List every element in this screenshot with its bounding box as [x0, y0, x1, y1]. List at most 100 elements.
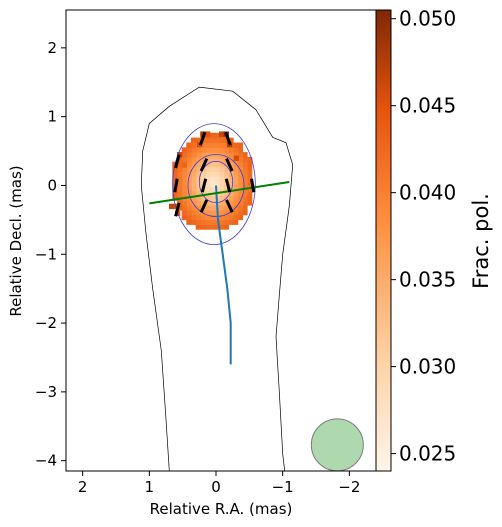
- frac-pol-pixel: [191, 190, 197, 196]
- frac-pol-pixel: [228, 152, 234, 158]
- frac-pol-pixel: [172, 171, 178, 177]
- frac-pol-pixel: [237, 176, 243, 182]
- evpa-segment: [198, 131, 207, 146]
- frac-pol-pixel: [195, 181, 201, 187]
- frac-pol-pixel: [200, 195, 206, 201]
- frac-pol-pixel: [219, 142, 225, 148]
- frac-pol-pixel: [191, 176, 197, 182]
- frac-pol-pixel: [172, 176, 178, 182]
- frac-pol-pixel: [223, 142, 229, 148]
- frac-pol-pixel: [242, 209, 248, 216]
- y-tick-label: −2: [35, 314, 57, 332]
- evpa-segment: [224, 178, 232, 193]
- frac-pol-pixel: [247, 200, 253, 206]
- frac-pol-pixel: [177, 152, 183, 158]
- frac-pol-pixel: [247, 190, 253, 196]
- y-tick-label: 1: [47, 108, 57, 126]
- frac-pol-pixel: [233, 185, 239, 192]
- frac-pol-pixel: [228, 147, 234, 153]
- frac-pol-pixel: [200, 214, 206, 221]
- frac-pol-pixel: [233, 209, 239, 216]
- frac-pol-pixel: [219, 195, 225, 201]
- frac-pol-pixel: [219, 224, 225, 230]
- frac-pol-pixel: [181, 176, 187, 182]
- frac-pol-pixel: [177, 181, 183, 187]
- frac-pol-pixel: [181, 205, 187, 211]
- frac-pol-pixel: [214, 147, 220, 153]
- frac-pol-pixel: [237, 147, 243, 153]
- frac-pol-pixel: [242, 156, 248, 163]
- x-axis-ticks: 2 1 0 −1 −2: [78, 471, 360, 496]
- frac-pol-pixel: [223, 205, 229, 211]
- frac-pol-pixel: [205, 190, 211, 196]
- frac-pol-pixel: [205, 200, 211, 206]
- frac-pol-pixel: [237, 200, 243, 206]
- frac-pol-pixel: [200, 224, 206, 230]
- frac-pol-pixel: [173, 203, 179, 210]
- outer-contour: [140, 86, 294, 471]
- frac-pol-pixel: [205, 185, 211, 192]
- frac-pol-pixel: [219, 156, 225, 163]
- frac-pol-pixel: [200, 219, 206, 225]
- frac-pol-pixel: [195, 185, 201, 192]
- frac-pol-pixel: [233, 142, 239, 148]
- frac-pol-pixel: [195, 176, 201, 182]
- frac-pol-pixel: [219, 181, 225, 187]
- frac-pol-pixel: [214, 156, 220, 163]
- evpa-segments: [173, 131, 256, 217]
- evpa-segment: [173, 178, 179, 193]
- frac-pol-pixel: [177, 200, 183, 206]
- frac-pol-pixel: [209, 214, 215, 221]
- frac-pol-pixel: [228, 181, 234, 187]
- frac-pol-pixel: [186, 214, 192, 221]
- frac-pol-pixel: [233, 200, 239, 206]
- frac-pol-pixel: [223, 166, 229, 172]
- frac-pol-pixel: [233, 181, 239, 187]
- frac-pol-pixel: [181, 209, 187, 216]
- frac-pol-pixel: [228, 195, 234, 201]
- frac-pol-pixel: [186, 161, 192, 168]
- frac-pol-pixel: [214, 181, 220, 187]
- frac-pol-pixel: [209, 181, 215, 187]
- evpa-segment: [199, 157, 209, 172]
- frac-pol-pixel: [205, 152, 211, 158]
- frac-pol-pixel: [195, 137, 201, 143]
- frac-pol-pixel: [219, 161, 225, 168]
- frac-pol-pixel: [233, 176, 239, 182]
- frac-pol-pixel: [219, 131, 225, 137]
- frac-pol-pixel: [191, 147, 197, 153]
- frac-pol-pixel: [195, 219, 201, 225]
- frac-pol-pixel: [209, 156, 215, 163]
- frac-pol-pixel: [228, 185, 234, 192]
- y-axis-ticks: 2 1 0 −1 −2 −3 −4: [35, 39, 66, 470]
- frac-pol-pixel: [205, 171, 211, 177]
- frac-pol-pixel: [191, 171, 197, 177]
- frac-pol-pixel: [181, 200, 187, 206]
- frac-pol-pixel: [219, 171, 225, 177]
- frac-pol-pixel: [186, 185, 192, 192]
- frac-pol-pixel: [191, 161, 197, 168]
- frac-pol-pixel: [223, 190, 229, 196]
- frac-pol-pixel: [209, 205, 215, 211]
- x-tick-label: 1: [145, 478, 155, 496]
- frac-pol-pixel: [247, 186, 253, 192]
- frac-pol-pixel: [181, 166, 187, 172]
- frac-pol-pixel: [191, 219, 197, 225]
- frac-pol-pixel: [219, 166, 225, 172]
- x-tick-label: 0: [211, 478, 221, 496]
- frac-pol-pixel: [237, 156, 243, 163]
- frac-pol-pixel: [181, 171, 187, 177]
- frac-pol-pixel: [228, 176, 234, 182]
- frac-pol-pixel: [191, 195, 197, 201]
- frac-pol-pixel: [242, 205, 248, 211]
- frac-pol-pixel: [186, 219, 192, 225]
- frac-pol-pixel: [195, 195, 201, 201]
- frac-pol-pixel: [223, 137, 229, 143]
- frac-pol-pixel: [205, 219, 211, 225]
- frac-pol-pixel: [169, 203, 175, 210]
- frac-pol-pixel: [237, 142, 243, 148]
- frac-pol-pixel: [172, 190, 178, 196]
- frac-pol-pixel: [214, 176, 220, 182]
- frac-pol-pixel: [242, 195, 248, 201]
